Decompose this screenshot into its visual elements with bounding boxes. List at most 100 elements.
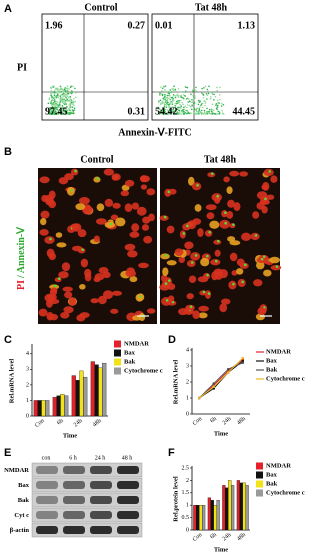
y-label: Rel.protein level [172, 476, 179, 522]
cell [227, 236, 236, 242]
legend-label: Bak [266, 480, 278, 487]
cell [219, 219, 231, 229]
cell [197, 228, 204, 237]
flow-event [185, 86, 187, 88]
flow-event [55, 96, 57, 99]
cell [261, 184, 268, 190]
flow-event [207, 90, 209, 93]
flow-event [204, 102, 207, 104]
bar [196, 505, 200, 531]
blot-band [117, 526, 139, 534]
flow-event [69, 86, 72, 89]
cell [205, 204, 217, 211]
flow-event [222, 103, 225, 106]
annexin-spot [262, 255, 266, 258]
annexin-spot [232, 282, 235, 286]
flow-event [174, 112, 176, 114]
flow-event [66, 94, 68, 97]
bar [201, 505, 206, 531]
bar [222, 485, 226, 531]
cell [203, 272, 211, 280]
panel-label: F [168, 447, 175, 459]
flow-event [71, 106, 74, 108]
flow-event [206, 98, 208, 100]
flow-event [57, 104, 60, 107]
flow-event [186, 86, 189, 89]
flow-event [203, 100, 206, 102]
flow-event [66, 113, 68, 115]
bar [210, 500, 214, 531]
flow-event [186, 109, 188, 112]
flow-event [53, 89, 56, 92]
annexin-spot [194, 254, 198, 257]
flow-event [67, 92, 69, 95]
cell [256, 257, 266, 264]
flow-event [174, 102, 177, 105]
cell [95, 218, 107, 225]
annexin-spot [109, 222, 113, 226]
flow-event [54, 110, 56, 113]
flow-event [217, 110, 220, 113]
cell [221, 298, 231, 305]
point [212, 385, 216, 389]
stain-label: PI/ Annexin-Ⅴ [16, 226, 27, 290]
flow-event [179, 90, 182, 93]
flow-event [200, 109, 203, 112]
annexin-spot [254, 234, 258, 237]
flow-event [175, 102, 178, 105]
flow-event [218, 94, 221, 96]
flow-event [51, 109, 53, 112]
x-tick-label: 48h [92, 418, 103, 428]
flow-event [195, 86, 197, 89]
cell [219, 303, 228, 313]
annexin-spot [164, 282, 168, 285]
flow-event [61, 93, 64, 96]
cell [223, 176, 230, 183]
flow-event [61, 112, 63, 114]
bar [83, 376, 88, 417]
flow-event [195, 109, 197, 111]
blot-band [63, 481, 85, 489]
flow-event [75, 92, 77, 94]
flow-event [196, 113, 199, 115]
flow-event [190, 108, 193, 111]
flow-event [181, 101, 183, 104]
cell [143, 235, 153, 244]
flow-event [202, 94, 205, 96]
image-title: Tat 48h [204, 154, 237, 165]
flow-event [64, 93, 67, 96]
flow-event [71, 109, 74, 111]
flow-event [172, 108, 174, 111]
cell [131, 223, 140, 232]
annexin-spot [196, 183, 199, 187]
flow-event [55, 106, 58, 109]
cell [161, 281, 169, 288]
legend-label: NMDAR [266, 348, 291, 355]
flow-event [198, 109, 201, 111]
cell [79, 283, 86, 290]
flow-event [58, 91, 60, 94]
cell [210, 258, 221, 266]
blot-strip [31, 492, 143, 508]
cell [75, 203, 86, 211]
legend-swatch [114, 349, 121, 357]
flow-event [162, 113, 165, 115]
cell [141, 224, 150, 231]
flow-event [208, 110, 211, 113]
flow-event [212, 112, 214, 115]
annexin-spot [275, 265, 279, 268]
cell [198, 312, 208, 319]
flow-event [177, 102, 179, 104]
y-tick-label: 0 [186, 527, 189, 533]
flow-event [215, 107, 218, 110]
flow-event [176, 108, 179, 111]
flow-event [70, 100, 73, 102]
cell [136, 206, 147, 216]
cell [103, 168, 114, 176]
cell [80, 258, 89, 268]
flow-event [53, 100, 56, 103]
flow-event [179, 107, 182, 109]
cell [190, 252, 201, 261]
point [212, 382, 216, 385]
y-tick-label: 0 [186, 411, 189, 417]
